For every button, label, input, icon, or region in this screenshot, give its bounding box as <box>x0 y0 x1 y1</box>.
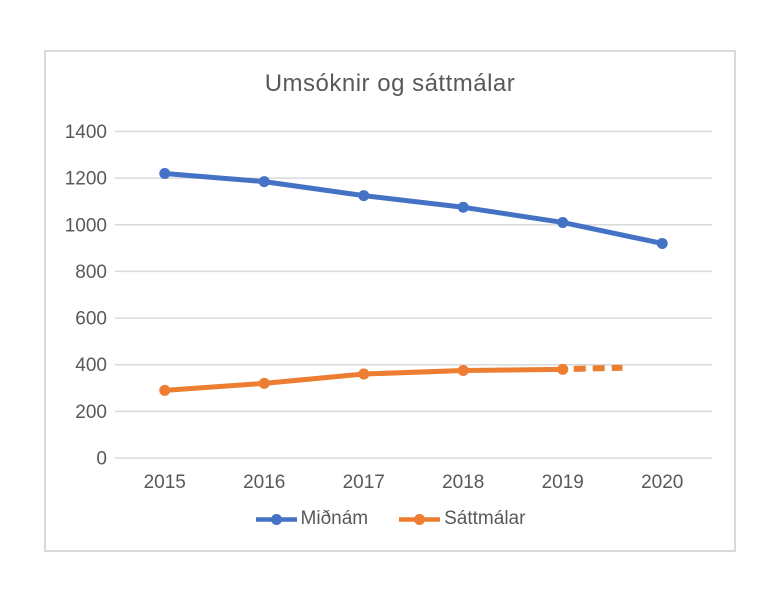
y-axis-tick-label-0: 0 <box>96 449 107 470</box>
data-point-midnam-2020[interactable] <box>656 237 668 249</box>
data-point-sattmalar-2015[interactable] <box>159 384 171 396</box>
series-line-midnam[interactable] <box>162 170 665 246</box>
chart-frame[interactable]: Umsóknir og sáttmálar 0 200 400 600 800 1000 1… <box>44 50 736 552</box>
y-axis-tick-label-600: 600 <box>75 309 107 330</box>
x-axis-tick-label-2017: 2017 <box>343 472 385 493</box>
data-point-midnam-2018[interactable] <box>457 201 469 213</box>
data-point-midnam-2015[interactable] <box>159 167 171 179</box>
data-point-sattmalar-2018[interactable] <box>457 365 469 377</box>
legend-item-midnam[interactable]: Miðnám <box>255 508 369 530</box>
data-point-midnam-2019[interactable] <box>557 216 569 228</box>
midnam-legend-line-marker-icon <box>255 513 297 525</box>
legend-dot-marker <box>270 513 282 525</box>
sattmalar-legend-line-marker-icon <box>399 513 441 525</box>
chart-title: Umsóknir og sáttmálar <box>264 70 516 97</box>
y-axis-tick-label-1200: 1200 <box>65 169 107 190</box>
y-axis-tick-label-800: 800 <box>75 262 107 283</box>
y-axis-tick-label-400: 400 <box>75 355 107 376</box>
data-point-sattmalar-2016[interactable] <box>258 377 270 389</box>
data-point-sattmalar-2017[interactable] <box>358 368 370 380</box>
chart-legend: Miðnám Sáttmálar <box>46 508 734 530</box>
data-point-midnam-2016[interactable] <box>258 176 270 188</box>
y-axis-tick-label-1000: 1000 <box>65 215 107 236</box>
x-axis-tick-label-2020: 2020 <box>641 472 683 493</box>
legend-item-sattmalar[interactable]: Sáttmálar <box>398 508 525 530</box>
legend-label-sattmalar: Sáttmálar <box>444 508 526 529</box>
legend-label-midnam: Miðnám <box>300 508 369 529</box>
y-axis-tick-label-1400: 1400 <box>65 122 107 143</box>
y-axis-tick-label-200: 200 <box>75 402 107 423</box>
x-axis-tick-label-2018: 2018 <box>442 472 484 493</box>
data-point-midnam-2017[interactable] <box>358 190 370 202</box>
legend-dot-marker <box>414 513 426 525</box>
series-projection-dashed-sattmalar[interactable] <box>573 364 623 372</box>
x-axis-tick-label-2016: 2016 <box>243 472 285 493</box>
x-axis-tick-label-2019: 2019 <box>542 472 584 493</box>
x-axis-tick-label-2015: 2015 <box>144 472 186 493</box>
plot-area: 0 200 400 600 800 1000 1200 1400 2015 2016 2017 201… <box>65 122 712 493</box>
data-point-sattmalar-2019[interactable] <box>557 363 569 375</box>
